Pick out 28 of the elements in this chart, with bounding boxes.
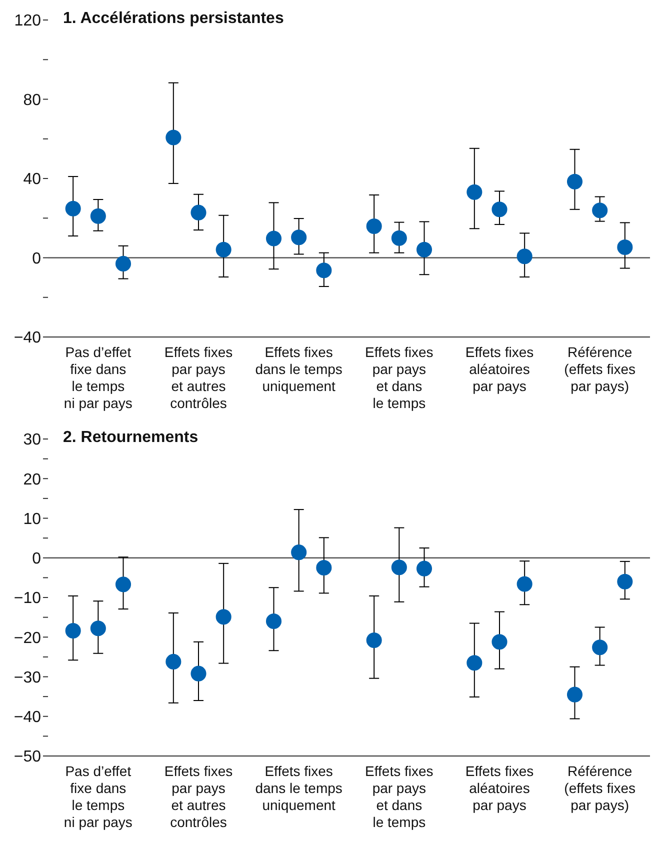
x-tick-label: Effets fixes par pays et autres contrôles <box>164 763 233 830</box>
x-tick-label: Effets fixes par pays et autres contrôles <box>164 344 233 411</box>
y-tick-label: 40 <box>23 171 42 188</box>
y-tick-label: −20 <box>14 630 42 647</box>
y-tick-label: 0 <box>32 250 42 268</box>
chart-title: 2. Retournements <box>63 429 198 447</box>
y-tick-label: 30 <box>23 432 42 449</box>
y-tick-label: 10 <box>23 510 42 528</box>
y-tick-label: 20 <box>23 471 42 488</box>
x-tick-label: Effets fixes dans le temps uniquement <box>255 763 342 813</box>
y-tick-label: −40 <box>14 330 42 347</box>
x-tick-label: Effets fixes aléatoires par pays <box>465 344 534 394</box>
x-tick-label: Référence (effets fixes par pays) <box>564 344 636 394</box>
chart-title: 1. Accélérations persistantes <box>63 10 284 28</box>
x-tick-label: Effets fixes par pays et dans le temps <box>365 344 434 411</box>
x-tick-label: Référence (effets fixes par pays) <box>564 763 636 813</box>
x-tick-label: Effets fixes aléatoires par pays <box>465 763 534 813</box>
x-tick-label: Effets fixes dans le temps uniquement <box>255 344 342 394</box>
y-tick-label: −30 <box>14 669 42 686</box>
x-tick-label: Effets fixes par pays et dans le temps <box>365 763 434 830</box>
x-tick-label: Pas d’effet fixe dans le temps ni par pays <box>64 763 132 830</box>
y-tick-label: 120 <box>14 12 42 30</box>
y-tick-label: 0 <box>32 550 42 568</box>
y-tick-label: 80 <box>23 92 42 109</box>
x-tick-label: Pas d’effet fixe dans le temps ni par pays <box>64 344 132 411</box>
y-tick-label: −10 <box>14 590 42 608</box>
y-tick-label: −40 <box>14 709 42 726</box>
y-tick-label: −50 <box>14 748 42 766</box>
